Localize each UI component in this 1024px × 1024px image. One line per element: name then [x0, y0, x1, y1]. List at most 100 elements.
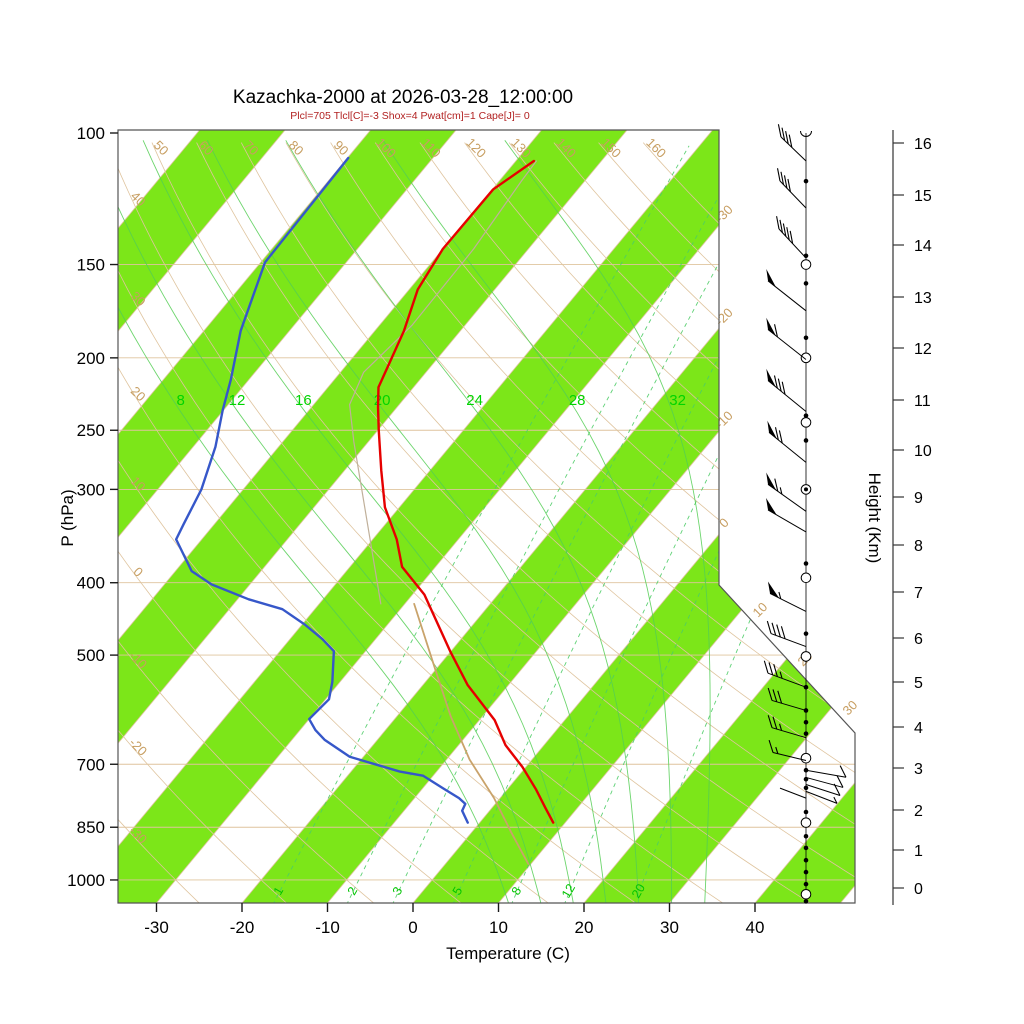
height-tick-label: 1 — [914, 843, 923, 860]
wind-level-circle — [800, 417, 812, 428]
wind-barb-full — [780, 171, 785, 185]
wind-barb-full — [788, 134, 793, 148]
wind-barb-pennant — [766, 269, 776, 288]
aux-reference-line — [348, 160, 538, 605]
moist-adiabats — [118, 140, 711, 903]
wind-barb-shaft — [805, 790, 838, 804]
pressure-tick-label: 850 — [77, 818, 105, 837]
svg-text:12: 12 — [229, 392, 246, 409]
wind-barb-full — [778, 430, 783, 444]
height-tick-label: 15 — [914, 188, 932, 205]
height-tick-label: 9 — [914, 490, 923, 507]
svg-text:2: 2 — [345, 884, 361, 897]
wind-level-dot — [803, 731, 809, 736]
wind-barb-full — [781, 127, 786, 141]
temperature-curve — [376, 159, 555, 824]
wind-barb-column — [763, 124, 847, 904]
x-axis-label: Temperature (C) — [446, 944, 570, 963]
wind-barb-full — [771, 622, 777, 636]
wind-level-dot — [803, 869, 809, 875]
temp-tick-label: 20 — [575, 918, 594, 937]
wind-barb-full — [777, 124, 782, 138]
wind-level-dot — [803, 899, 809, 904]
wind-barb-full — [777, 690, 783, 704]
wind-level-dot — [803, 719, 809, 725]
wind-barb-full — [780, 626, 786, 639]
wind-level-circle — [800, 651, 812, 662]
wind-barb-full — [781, 381, 786, 395]
temp-tick-label: 30 — [660, 918, 679, 937]
wind-barb-full — [774, 324, 778, 338]
wind-barb-full — [787, 178, 791, 192]
pressure-tick-label: 200 — [77, 349, 105, 368]
chart-subtitle-parameters: Plcl=705 Tlcl[C]=-3 Shox=4 Pwat[cm]=1 Ca… — [290, 110, 530, 122]
wind-barb-shaft — [779, 180, 807, 209]
wind-barb-full — [767, 715, 773, 728]
wind-level-circle — [800, 888, 812, 900]
svg-text:-20: -20 — [712, 305, 736, 329]
wind-level-dot — [803, 857, 809, 863]
wind-barb-shaft — [767, 672, 807, 688]
pressure-tick-label: 400 — [77, 574, 105, 593]
height-tick-label: 5 — [914, 675, 923, 692]
height-tick-label: 13 — [914, 290, 932, 307]
height-tick-label: 11 — [914, 393, 931, 410]
wind-level-dot — [803, 178, 809, 184]
wind-barb-shaft — [779, 787, 807, 799]
wind-level-circle — [800, 752, 812, 764]
wind-level-dot-in-circle — [804, 487, 808, 492]
height-tick-label: 8 — [914, 538, 923, 555]
wind-barb-shaft — [770, 633, 807, 648]
svg-text:50: 50 — [151, 137, 172, 158]
height-tick-label: 7 — [914, 585, 923, 602]
pressure-tick-label: 250 — [77, 421, 105, 440]
pressure-tick-label: 500 — [77, 646, 105, 665]
wind-barb-shaft — [771, 699, 807, 711]
isotherm-stripe — [118, 130, 461, 903]
wind-level-dot — [803, 413, 809, 418]
svg-text:120: 120 — [463, 135, 489, 161]
svg-text:80: 80 — [286, 137, 307, 158]
pressure-tick-label: 700 — [77, 755, 105, 774]
height-tick-label: 12 — [914, 341, 932, 358]
wind-barb-shaft — [805, 769, 847, 778]
wind-barb-shaft — [767, 509, 807, 533]
wind-barb-full — [768, 662, 774, 676]
svg-text:30: 30 — [840, 697, 861, 718]
svg-text:10: 10 — [750, 599, 771, 620]
wind-level-dot — [803, 809, 809, 815]
wind-barb-pennant — [767, 420, 777, 439]
isotherm-stripe — [118, 130, 803, 903]
height-tick-label: 14 — [914, 238, 932, 255]
page-title: Kazachka-2000 at 2026-03-28_12:00:00 — [232, 87, 574, 108]
wind-level-dot — [803, 631, 809, 636]
svg-text:8: 8 — [509, 884, 525, 897]
temp-tick-label: -10 — [315, 918, 340, 937]
wind-barb-full — [785, 131, 789, 144]
height-tick-label: 6 — [914, 631, 923, 648]
wind-level-circle — [800, 352, 812, 364]
staff-top-cap — [800, 130, 812, 137]
svg-text:8: 8 — [176, 392, 184, 409]
svg-text:24: 24 — [466, 392, 483, 409]
wind-barb-full — [779, 219, 783, 233]
svg-text:28: 28 — [569, 392, 586, 409]
wind-level-dot — [803, 785, 809, 791]
wind-barb-full — [776, 168, 781, 182]
wind-barb-half — [779, 723, 783, 731]
wind-level-circle — [800, 259, 812, 270]
wind-level-dot — [803, 561, 809, 566]
wind-barb-full — [776, 216, 780, 230]
height-tick-label: 16 — [914, 136, 932, 153]
height-tick-label: 3 — [914, 761, 923, 778]
parcel-trace — [413, 603, 530, 865]
temp-tick-label: 40 — [746, 918, 765, 937]
wind-level-dot — [803, 438, 809, 443]
height-tick-label: 4 — [914, 720, 923, 737]
svg-text:-20: -20 — [126, 735, 150, 759]
wind-level-dot — [803, 833, 809, 839]
wind-barb-full — [766, 620, 772, 634]
wind-barb-pennant — [766, 498, 777, 515]
